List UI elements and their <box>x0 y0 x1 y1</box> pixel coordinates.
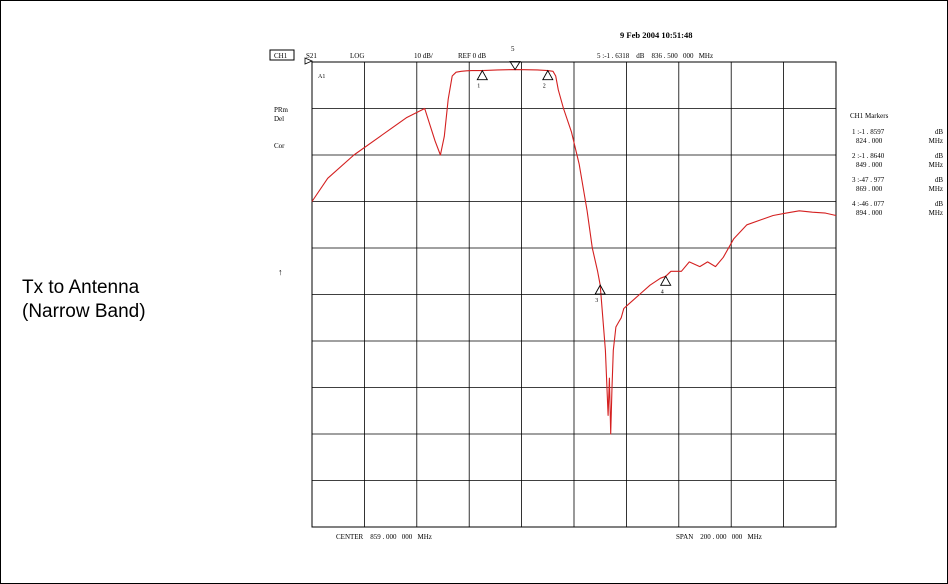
marker-panel-value: 4 :-46 . 077 <box>852 200 885 208</box>
marker-2-icon <box>542 69 554 81</box>
marker-1-label: 1 <box>477 84 480 90</box>
marker-panel: CH1 Markers 1 :-1 . 8597 dB 824 . 000 MHz 2 … <box>850 112 943 217</box>
marker-panel-freq-unit: MHz <box>929 209 943 217</box>
center-label: CENTER 859 . 000 000 MHz <box>336 533 432 541</box>
s21-trace <box>311 69 837 435</box>
marker-panel-freq: 894 . 000 <box>856 209 883 217</box>
param-label: S21 <box>306 52 317 60</box>
marker-1-icon <box>476 69 489 81</box>
marker-4-label: 4 <box>661 289 664 295</box>
marker-panel-freq-unit: MHz <box>929 185 943 193</box>
del-label: Del <box>274 115 284 123</box>
span-label: SPAN 200 . 000 000 MHz <box>676 533 762 541</box>
marker-panel-value: 3 :-47 . 977 <box>852 176 885 184</box>
marker-5-number: 5 <box>511 45 515 53</box>
caption-line-2: (Narrow Band) <box>22 301 146 322</box>
ref-pointer-icon <box>304 57 314 65</box>
markers: 1 2 3 4 <box>476 61 672 304</box>
marker-3-label: 3 <box>595 298 598 304</box>
marker-panel-unit: dB <box>935 152 944 160</box>
marker-panel-value: 2 :-1 . 8640 <box>852 152 885 160</box>
prm-label: PRm <box>274 106 289 114</box>
a1-label: A1 <box>318 74 325 80</box>
marker-3-icon <box>594 284 606 295</box>
format-label: LOG <box>350 52 364 60</box>
marker-panel-unit: dB <box>935 176 944 184</box>
marker-panel-freq-unit: MHz <box>929 137 943 145</box>
marker-panel-freq: 824 . 000 <box>856 137 883 145</box>
caption-line-1: Tx to Antenna <box>22 277 140 298</box>
cor-label: Cor <box>274 142 285 150</box>
channel-label: CH1 <box>274 52 288 60</box>
marker-panel-title: CH1 Markers <box>850 112 889 120</box>
grid <box>311 61 837 528</box>
scale-label: 10 dB/ <box>414 52 433 60</box>
marker-panel-freq-unit: MHz <box>929 161 943 169</box>
channel-box <box>269 49 295 61</box>
marker-readout: 5 :-1 . 6318 dB 836 . 500 000 MHz <box>597 52 713 60</box>
marker-5-icon <box>509 61 521 71</box>
marker-panel-unit: dB <box>935 200 944 208</box>
marker-panel-value: 1 :-1 . 8597 <box>852 128 885 136</box>
marker-panel-freq: 849 . 000 <box>856 161 883 169</box>
side-caption: Tx to Antenna (Narrow Band) <box>22 276 146 324</box>
marker-2-label: 2 <box>543 84 546 90</box>
ref-label: REF 0 dB <box>458 52 486 60</box>
marker-panel-unit: dB <box>935 128 944 136</box>
marker-4-icon <box>659 275 672 286</box>
marker-panel-freq: 869 . 000 <box>856 185 883 193</box>
timestamp: 9 Feb 2004 10:51:48 <box>620 30 692 40</box>
ref-arrow-icon: ↑ <box>278 267 283 277</box>
